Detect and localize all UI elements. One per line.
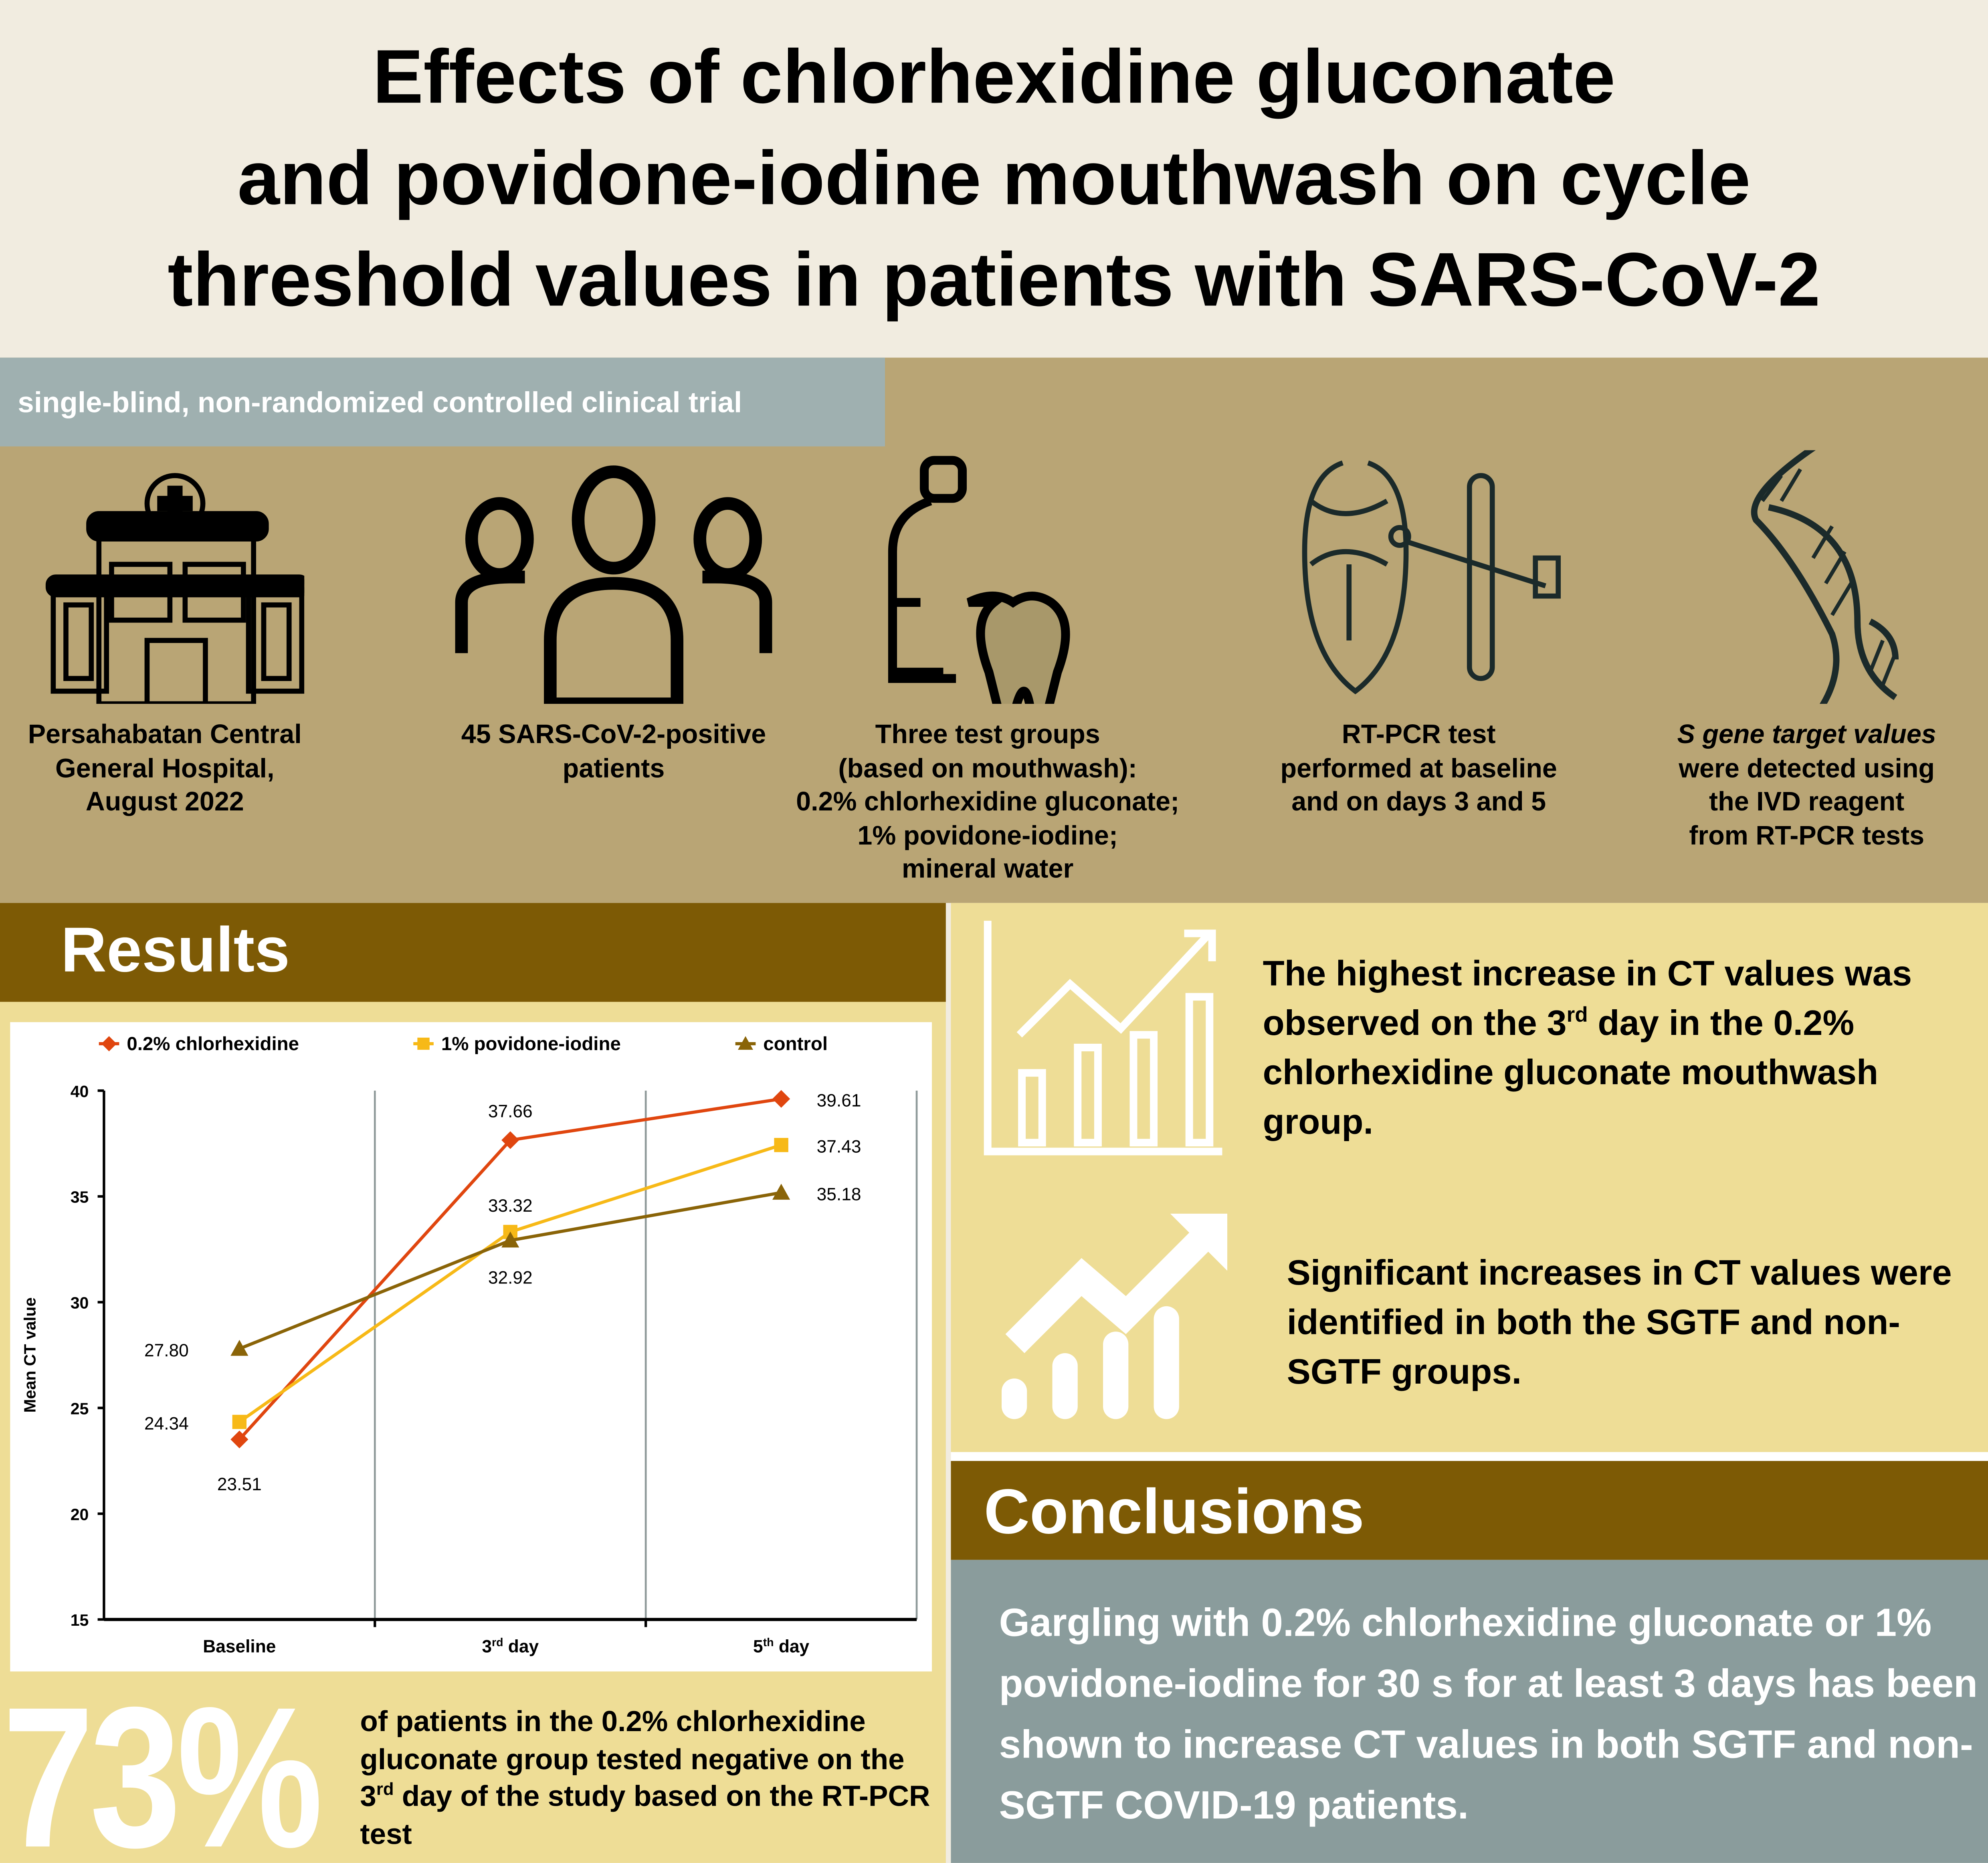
y-axis-label: Mean CT value xyxy=(21,1297,39,1413)
method-caption: 45 SARS-CoV-2-positive patients xyxy=(461,720,766,783)
conclusions-text: Gargling with 0.2% chlorhexidine glucona… xyxy=(951,1560,1988,1863)
data-point xyxy=(230,1340,248,1356)
percent-stat: 73% xyxy=(2,1666,323,1863)
data-point xyxy=(772,1090,790,1108)
legend-marker xyxy=(101,1036,117,1051)
hospital-icon xyxy=(45,473,305,704)
data-point xyxy=(501,1131,519,1149)
data-label: 39.61 xyxy=(817,1091,861,1111)
page-title: Effects of chlorhexidine gluconate and po… xyxy=(0,0,1988,358)
data-point xyxy=(772,1184,790,1200)
chart-svg: 15 20 25 30 35 40 Baseline 3rd day 5th day Mean C… xyxy=(21,1033,918,1657)
mouthwash-tooth-icon xyxy=(888,456,1070,704)
mouth-swab-icon xyxy=(1302,460,1561,695)
percent-description: of patients in the 0.2% chlorhexidine gl… xyxy=(360,1704,930,1850)
data-point xyxy=(230,1431,248,1449)
y-tick-label: 20 xyxy=(71,1505,89,1524)
legend-label: control xyxy=(763,1033,828,1055)
data-label: 27.80 xyxy=(144,1341,189,1360)
legend-label: 0.2% chlorhexidine xyxy=(127,1033,299,1055)
legend-marker xyxy=(417,1037,430,1050)
legend-label: 1% povidone-iodine xyxy=(441,1033,621,1055)
x-tick-label: 3rd day xyxy=(482,1636,539,1657)
method-groups: Three test groups (based on mouthwash): 0.… xyxy=(785,450,1190,884)
title-line: Effects of chlorhexidine gluconate xyxy=(372,34,1616,119)
method-sgene: S gene target values were detected using t… xyxy=(1604,450,1988,850)
y-tick-label: 35 xyxy=(71,1188,89,1206)
x-tick-label: 5th day xyxy=(753,1636,809,1657)
divider xyxy=(951,1452,1988,1461)
people-icon xyxy=(455,465,772,704)
data-label: 37.66 xyxy=(488,1102,533,1121)
method-caption: S gene target values were detected using t… xyxy=(1677,720,1936,851)
finding-1: The highest increase in CT values was ob… xyxy=(1263,954,1912,1142)
y-tick-label: 15 xyxy=(71,1611,89,1629)
data-label: 37.43 xyxy=(817,1137,861,1157)
conclusions-heading: Conclusions xyxy=(951,1461,1988,1560)
method-hospital: Persahabatan Central General Hospital, Aug… xyxy=(0,450,368,817)
results-heading: Results xyxy=(0,903,946,1002)
dna-icon xyxy=(1751,450,1899,704)
method-caption: RT-PCR test performed at baseline and on d… xyxy=(1280,720,1557,817)
y-tick-label: 30 xyxy=(71,1294,89,1312)
data-point xyxy=(774,1138,788,1152)
y-tick-label: 40 xyxy=(71,1082,89,1101)
legend-marker xyxy=(738,1036,754,1050)
data-label: 23.51 xyxy=(217,1475,262,1494)
method-caption: Three test groups (based on mouthwash): 0.… xyxy=(796,720,1180,884)
growth-arrow-icon xyxy=(1002,1213,1228,1419)
data-point xyxy=(232,1414,247,1429)
y-tick-label: 25 xyxy=(71,1399,89,1418)
method-caption: Persahabatan Central General Hospital, Aug… xyxy=(28,720,302,817)
title-line: threshold values in patients with SARS-C… xyxy=(168,237,1820,322)
line-chart: 15 20 25 30 35 40 Baseline 3rd day 5th day Mean C… xyxy=(10,1022,932,1672)
data-label: 24.34 xyxy=(144,1414,189,1433)
data-label: 35.18 xyxy=(817,1184,861,1204)
results-right-panel: The highest increase in CT values was ob… xyxy=(951,903,1988,1452)
x-tick-label: Baseline xyxy=(203,1637,276,1657)
title-line: and povidone-iodine mouthwash on cycle xyxy=(237,135,1751,221)
bar-chart-growth-icon xyxy=(984,921,1222,1156)
data-label: 32.92 xyxy=(488,1268,533,1287)
method-rtpcr: RT-PCR test performed at baseline and on d… xyxy=(1216,450,1622,817)
data-label: 33.32 xyxy=(488,1196,533,1216)
finding-2: Significant increases in CT values were … xyxy=(1287,1253,1952,1391)
method-patients: 45 SARS-CoV-2-positive patients xyxy=(411,450,816,783)
study-design-label: single-blind, non-randomized controlled … xyxy=(0,358,885,447)
data-point xyxy=(501,1231,519,1248)
